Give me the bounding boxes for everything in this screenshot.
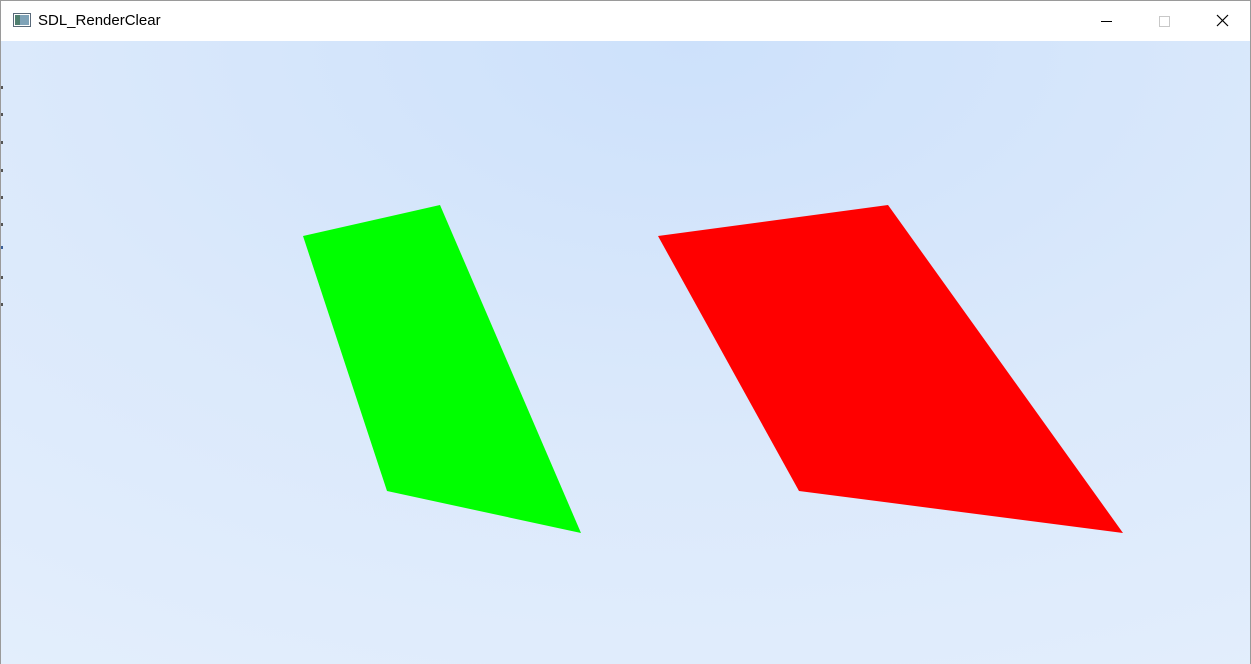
minimize-icon	[1101, 21, 1112, 22]
green-quad	[303, 205, 581, 533]
left-edge-artifact	[1, 41, 4, 311]
maximize-button[interactable]	[1135, 1, 1193, 41]
window-title: SDL_RenderClear	[38, 12, 161, 29]
title-bar[interactable]: SDL_RenderClear	[1, 1, 1250, 41]
minimize-button[interactable]	[1077, 1, 1135, 41]
close-button[interactable]	[1193, 1, 1250, 41]
render-canvas[interactable]	[1, 41, 1250, 664]
scene-svg	[303, 205, 1123, 533]
close-icon	[1216, 14, 1229, 27]
red-quad	[658, 205, 1123, 533]
maximize-icon	[1159, 16, 1170, 27]
app-window-icon	[13, 13, 31, 27]
